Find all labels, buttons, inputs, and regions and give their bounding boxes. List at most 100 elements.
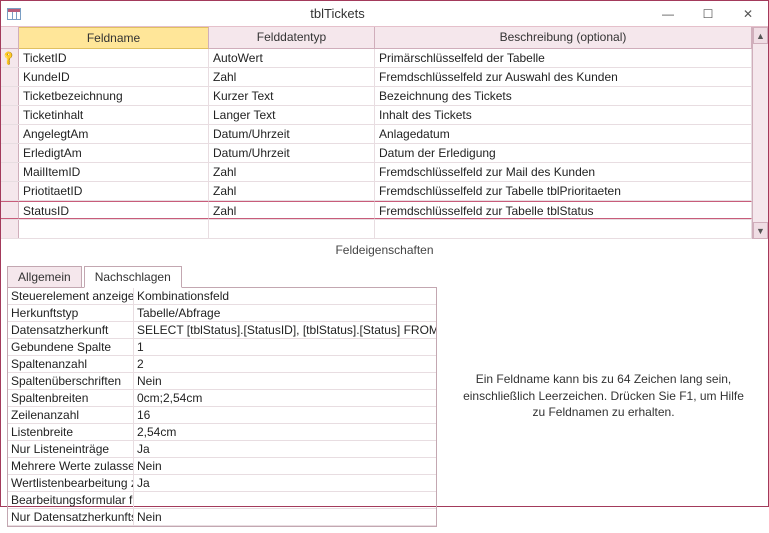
row-selector[interactable] (1, 87, 19, 105)
col-header-description[interactable]: Beschreibung (optional) (375, 27, 752, 49)
property-value[interactable]: 2,54cm (134, 424, 436, 440)
properties-panel: Allgemein Nachschlagen Steuerelement anz… (7, 265, 437, 527)
property-row[interactable]: Wertlistenbearbeitung zulassenJa (8, 475, 436, 492)
property-row[interactable]: HerkunftstypTabelle/Abfrage (8, 305, 436, 322)
property-value[interactable]: Kombinationsfeld (134, 288, 436, 304)
table-row[interactable]: MailItemIDZahlFremdschlüsselfeld zur Mai… (1, 163, 752, 182)
property-value[interactable]: Ja (134, 475, 436, 491)
data-type-cell[interactable]: AutoWert (209, 49, 375, 67)
field-name-cell[interactable]: Ticketinhalt (19, 106, 209, 124)
field-name-cell[interactable]: AngelegtAm (19, 125, 209, 143)
row-selector[interactable] (1, 220, 19, 238)
table-row[interactable]: StatusIDZahlFremdschlüsselfeld zur Tabel… (1, 201, 752, 220)
property-value[interactable]: Nein (134, 458, 436, 474)
description-cell[interactable]: Inhalt des Tickets (375, 106, 752, 124)
data-type-cell[interactable]: Zahl (209, 201, 375, 219)
field-name-cell[interactable]: PriotitaetID (19, 182, 209, 200)
property-row[interactable]: Spaltenbreiten0cm;2,54cm (8, 390, 436, 407)
data-type-cell[interactable]: Zahl (209, 182, 375, 200)
property-row[interactable]: Nur ListeneinträgeJa (8, 441, 436, 458)
field-name-cell[interactable]: KundeID (19, 68, 209, 86)
description-cell[interactable] (375, 220, 752, 238)
property-grid[interactable]: Steuerelement anzeigenKombinationsfeldHe… (7, 287, 437, 527)
description-cell[interactable]: Fremdschlüsselfeld zur Mail des Kunden (375, 163, 752, 181)
row-selector[interactable] (1, 182, 19, 200)
description-cell[interactable]: Primärschlüsselfeld der Tabelle (375, 49, 752, 67)
row-selector[interactable] (1, 163, 19, 181)
close-button[interactable]: ✕ (728, 1, 768, 27)
col-header-fieldname[interactable]: Feldname (19, 27, 209, 49)
property-value[interactable]: 1 (134, 339, 436, 355)
property-value[interactable]: 0cm;2,54cm (134, 390, 436, 406)
field-name-cell[interactable]: Ticketbezeichnung (19, 87, 209, 105)
data-type-cell[interactable]: Kurzer Text (209, 87, 375, 105)
data-type-cell[interactable]: Datum/Uhrzeit (209, 125, 375, 143)
row-selector[interactable] (1, 106, 19, 124)
property-row[interactable]: Listenbreite2,54cm (8, 424, 436, 441)
property-row[interactable]: Mehrere Werte zulassenNein (8, 458, 436, 475)
scroll-up-button[interactable]: ▲ (753, 27, 768, 44)
table-row[interactable]: ErledigtAmDatum/UhrzeitDatum der Erledig… (1, 144, 752, 163)
property-name: Zeilenanzahl (8, 407, 134, 423)
property-value[interactable]: Nein (134, 509, 436, 525)
data-type-cell[interactable] (209, 220, 375, 238)
row-selector[interactable] (1, 144, 19, 162)
property-value[interactable]: 16 (134, 407, 436, 423)
help-text: Ein Feldname kann bis zu 64 Zeichen lang… (445, 265, 762, 527)
tab-lookup[interactable]: Nachschlagen (84, 266, 182, 288)
row-selector[interactable] (1, 68, 19, 86)
property-value[interactable]: 2 (134, 356, 436, 372)
property-row[interactable]: Bearbeitungsformular für Listenelemente (8, 492, 436, 509)
property-row[interactable]: Zeilenanzahl16 (8, 407, 436, 424)
field-properties-label: Feldeigenschaften (1, 239, 768, 263)
field-name-cell[interactable] (19, 220, 209, 238)
description-cell[interactable]: Fremdschlüsselfeld zur Tabelle tblStatus (375, 201, 752, 219)
data-type-cell[interactable]: Zahl (209, 163, 375, 181)
property-row[interactable]: Spaltenanzahl2 (8, 356, 436, 373)
property-row[interactable]: Gebundene Spalte1 (8, 339, 436, 356)
row-selector[interactable] (1, 201, 19, 219)
property-value[interactable]: Tabelle/Abfrage (134, 305, 436, 321)
table-row[interactable]: TicketinhaltLanger TextInhalt des Ticket… (1, 106, 752, 125)
property-row[interactable]: Nur Datensatzherkunftswerte anzeigenNein (8, 509, 436, 526)
property-value[interactable]: Ja (134, 441, 436, 457)
description-cell[interactable]: Anlagedatum (375, 125, 752, 143)
titlebar[interactable]: tblTickets — ☐ ✕ (1, 1, 768, 27)
vertical-scrollbar[interactable]: ▲ ▼ (752, 27, 768, 239)
data-type-cell[interactable]: Langer Text (209, 106, 375, 124)
property-value[interactable] (134, 492, 436, 508)
row-selector[interactable]: 🔑 (1, 49, 19, 67)
description-cell[interactable]: Fremdschlüsselfeld zur Tabelle tblPriori… (375, 182, 752, 200)
table-row[interactable]: KundeIDZahlFremdschlüsselfeld zur Auswah… (1, 68, 752, 87)
table-row[interactable]: 🔑TicketIDAutoWertPrimärschlüsselfeld der… (1, 49, 752, 68)
row-selector-header[interactable] (1, 27, 19, 49)
table-row[interactable] (1, 220, 752, 239)
property-name: Nur Listeneinträge (8, 441, 134, 457)
data-type-cell[interactable]: Zahl (209, 68, 375, 86)
field-name-cell[interactable]: TicketID (19, 49, 209, 67)
field-name-cell[interactable]: StatusID (19, 201, 209, 219)
data-type-cell[interactable]: Datum/Uhrzeit (209, 144, 375, 162)
col-header-datatype[interactable]: Felddatentyp (209, 27, 375, 49)
minimize-button[interactable]: — (648, 1, 688, 27)
field-grid[interactable]: Feldname Felddatentyp Beschreibung (opti… (1, 27, 752, 239)
description-cell[interactable]: Bezeichnung des Tickets (375, 87, 752, 105)
property-row[interactable]: SpaltenüberschriftenNein (8, 373, 436, 390)
description-cell[interactable]: Datum der Erledigung (375, 144, 752, 162)
row-selector[interactable] (1, 125, 19, 143)
description-cell[interactable]: Fremdschlüsselfeld zur Auswahl des Kunde… (375, 68, 752, 86)
property-row[interactable]: DatensatzherkunftSELECT [tblStatus].[Sta… (8, 322, 436, 339)
tab-general[interactable]: Allgemein (7, 266, 82, 288)
property-value[interactable]: SELECT [tblStatus].[StatusID], [tblStatu… (134, 322, 436, 338)
table-row[interactable]: AngelegtAmDatum/UhrzeitAnlagedatum (1, 125, 752, 144)
table-row[interactable]: PriotitaetIDZahlFremdschlüsselfeld zur T… (1, 182, 752, 201)
property-name: Datensatzherkunft (8, 322, 134, 338)
scroll-down-button[interactable]: ▼ (753, 222, 768, 239)
table-row[interactable]: TicketbezeichnungKurzer TextBezeichnung … (1, 87, 752, 106)
field-name-cell[interactable]: MailItemID (19, 163, 209, 181)
property-value[interactable]: Nein (134, 373, 436, 389)
property-row[interactable]: Steuerelement anzeigenKombinationsfeld (8, 288, 436, 305)
field-name-cell[interactable]: ErledigtAm (19, 144, 209, 162)
maximize-button[interactable]: ☐ (688, 1, 728, 27)
property-name: Herkunftstyp (8, 305, 134, 321)
